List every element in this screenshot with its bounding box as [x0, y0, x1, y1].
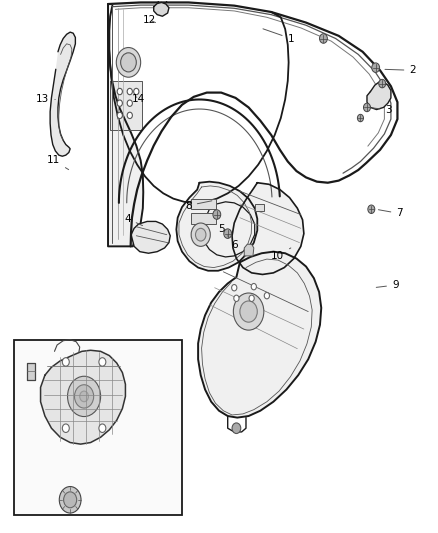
Circle shape: [232, 423, 241, 433]
Circle shape: [320, 34, 327, 43]
Circle shape: [357, 114, 364, 122]
Polygon shape: [177, 182, 257, 271]
Circle shape: [232, 285, 237, 291]
Circle shape: [67, 376, 101, 417]
Text: 3: 3: [372, 105, 392, 115]
Bar: [254, 205, 264, 211]
Circle shape: [368, 205, 375, 214]
Circle shape: [372, 63, 380, 72]
Polygon shape: [154, 3, 169, 16]
Circle shape: [80, 391, 88, 402]
Circle shape: [127, 88, 132, 95]
Circle shape: [224, 229, 232, 238]
Text: 6: 6: [228, 236, 237, 251]
Bar: [14, 340, 182, 515]
Polygon shape: [202, 202, 254, 257]
Text: 7: 7: [378, 208, 403, 219]
Polygon shape: [131, 221, 170, 253]
Text: 4: 4: [124, 214, 142, 225]
Circle shape: [117, 112, 122, 118]
Circle shape: [251, 284, 256, 290]
Circle shape: [120, 53, 136, 72]
Circle shape: [99, 358, 106, 366]
Circle shape: [64, 492, 77, 508]
Circle shape: [234, 295, 239, 302]
Circle shape: [127, 100, 132, 107]
Circle shape: [240, 301, 257, 322]
Text: 2: 2: [385, 66, 416, 75]
Polygon shape: [232, 183, 304, 274]
Bar: [191, 199, 216, 209]
Circle shape: [117, 100, 122, 107]
Polygon shape: [367, 82, 391, 110]
Text: 10: 10: [271, 248, 291, 261]
Text: 8: 8: [185, 200, 212, 211]
Text: 13: 13: [36, 94, 55, 104]
Circle shape: [116, 47, 141, 77]
Circle shape: [264, 293, 269, 299]
Circle shape: [134, 88, 139, 95]
Text: 14: 14: [132, 94, 145, 104]
Circle shape: [117, 88, 122, 95]
Polygon shape: [110, 81, 141, 130]
Polygon shape: [41, 350, 125, 444]
Circle shape: [213, 210, 221, 219]
Circle shape: [74, 385, 94, 408]
Circle shape: [195, 228, 206, 241]
Polygon shape: [50, 32, 75, 156]
Circle shape: [249, 295, 254, 302]
Text: 5: 5: [218, 219, 225, 235]
Circle shape: [99, 424, 106, 432]
Circle shape: [62, 424, 69, 432]
Circle shape: [62, 358, 69, 366]
Circle shape: [59, 487, 81, 513]
Text: 12: 12: [143, 15, 156, 25]
Polygon shape: [198, 252, 321, 418]
Text: 9: 9: [376, 280, 399, 290]
Circle shape: [191, 223, 210, 246]
Text: 1: 1: [263, 29, 294, 44]
Circle shape: [379, 79, 386, 88]
Text: 11: 11: [47, 156, 69, 169]
Polygon shape: [27, 363, 35, 381]
Circle shape: [364, 103, 371, 112]
Bar: [191, 214, 216, 224]
Polygon shape: [108, 4, 143, 246]
Circle shape: [127, 112, 132, 118]
Circle shape: [233, 293, 264, 330]
Polygon shape: [244, 244, 254, 256]
